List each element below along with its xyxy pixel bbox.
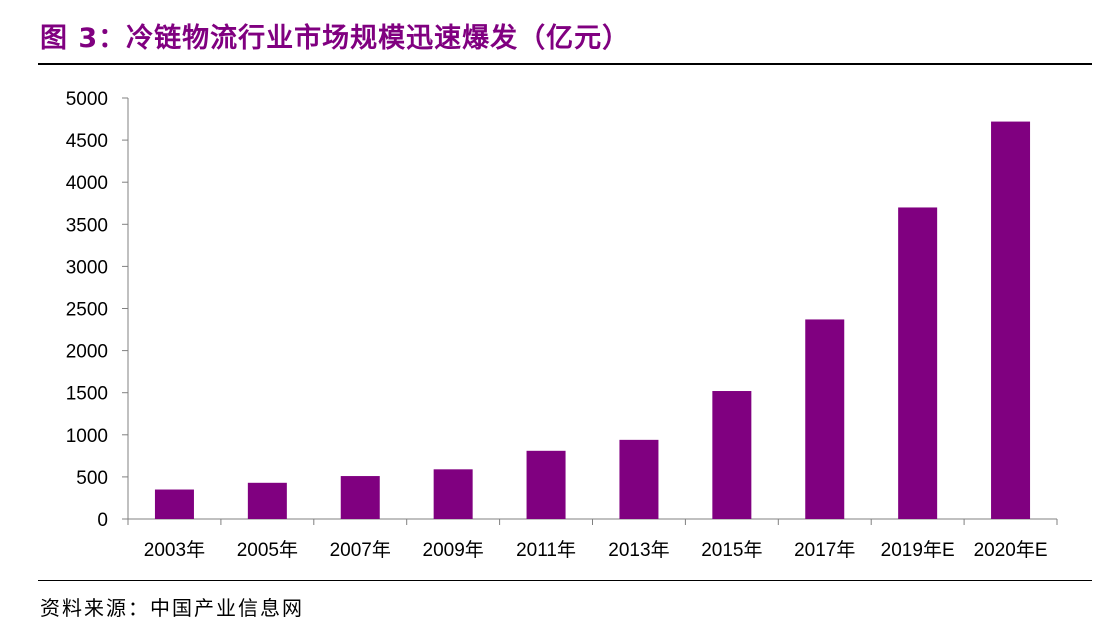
source-note: 资料来源：中国产业信息网 xyxy=(40,596,304,620)
bar xyxy=(898,207,938,519)
x-tick-label: 2009年 xyxy=(423,539,484,561)
bar xyxy=(247,482,287,519)
bar xyxy=(619,439,659,519)
bar xyxy=(433,469,473,519)
bar xyxy=(340,476,380,519)
y-tick-label: 3000 xyxy=(66,257,108,278)
y-tick-label: 4000 xyxy=(66,173,108,194)
bar xyxy=(712,391,752,519)
x-tick-label: 2013年 xyxy=(608,539,669,561)
y-tick-label: 0 xyxy=(97,510,108,531)
bar xyxy=(154,489,194,519)
bar xyxy=(526,450,566,519)
x-tick-label: 2011年 xyxy=(516,539,576,561)
x-tick-label: 2019年E xyxy=(881,539,955,561)
bar xyxy=(991,121,1031,520)
y-tick-label: 1500 xyxy=(66,384,108,405)
y-tick-label: 2500 xyxy=(66,300,108,321)
bar xyxy=(805,319,845,519)
y-tick-label: 500 xyxy=(76,468,108,489)
chart-title: 图 3：冷链物流行业市场规模迅速爆发（亿元） xyxy=(40,23,631,54)
x-tick-label: 2005年 xyxy=(237,539,298,561)
x-tick-label: 2017年 xyxy=(794,539,855,561)
x-tick-label: 2007年 xyxy=(330,539,391,561)
x-tick-label: 2003年 xyxy=(144,539,205,561)
title-divider xyxy=(38,63,1092,65)
x-tick-label: 2015年 xyxy=(701,539,762,561)
y-tick-label: 4500 xyxy=(66,131,108,152)
x-tick-label: 2020年E xyxy=(974,539,1048,561)
y-tick-label: 3500 xyxy=(66,215,108,236)
y-tick-label: 5000 xyxy=(66,89,108,110)
y-tick-label: 1000 xyxy=(66,426,108,447)
source-divider xyxy=(38,580,1092,581)
y-tick-label: 2000 xyxy=(66,342,108,363)
